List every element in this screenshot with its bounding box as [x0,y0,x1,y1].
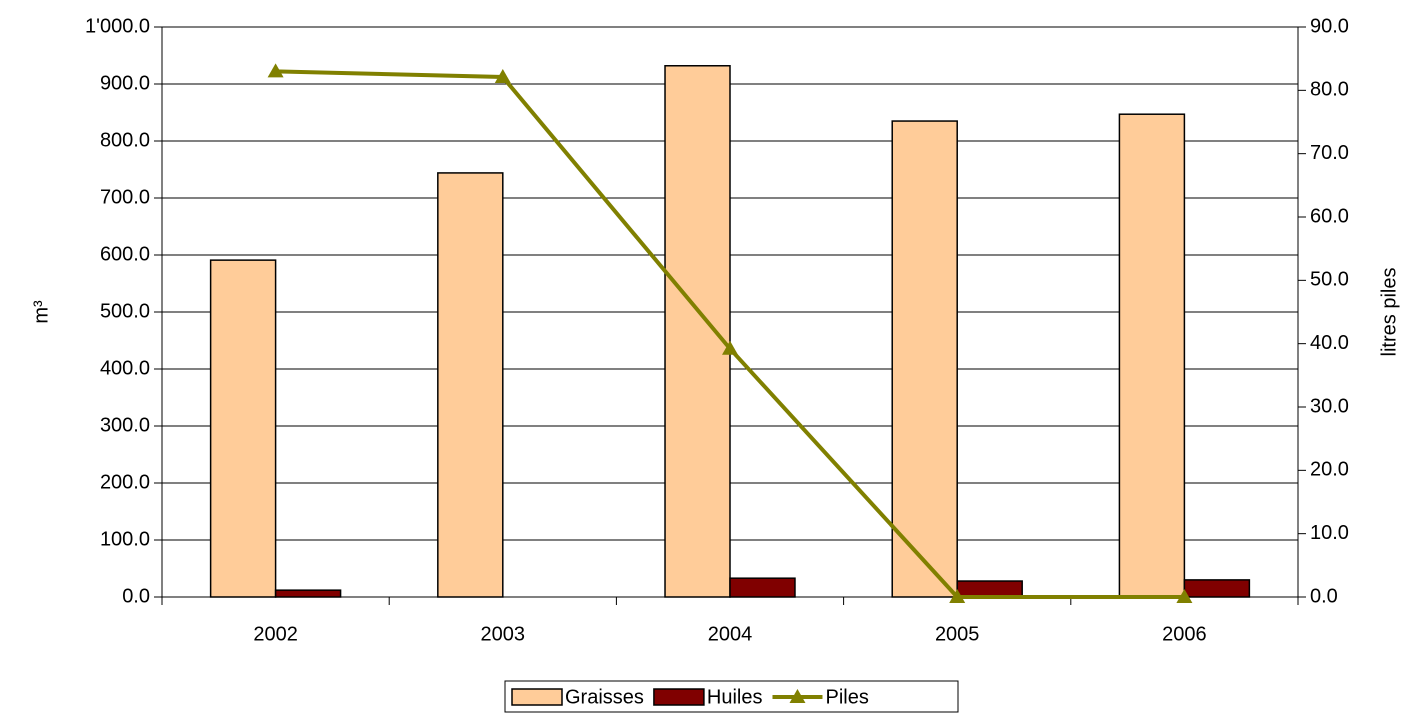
legend-label: Graisses [565,686,644,708]
y2-tick-label: 10.0 [1310,522,1349,544]
bar [1118,113,1186,598]
bar [956,580,1023,598]
y-tick-label: 600.0 [100,243,150,265]
y-tick-label: 0.0 [122,585,150,607]
y-tick-label: 200.0 [100,471,150,493]
x-tick-label: 2006 [1162,623,1207,645]
legend-label: Piles [825,686,868,708]
x-tick-label: 2002 [253,623,298,645]
bar [664,65,731,598]
y2-axis-label: litres piles [1378,268,1400,357]
bar [729,577,796,598]
y2-tick-label: 80.0 [1310,79,1349,101]
y2-tick-label: 20.0 [1310,459,1349,481]
legend-swatch [653,688,705,706]
x-tick-label: 2004 [708,623,753,645]
bar [274,589,342,598]
marker [722,340,738,355]
bar [891,120,958,598]
y2-tick-label: 30.0 [1310,395,1349,417]
marker [1176,589,1193,603]
y2-tick-label: 40.0 [1310,332,1349,354]
y-tick-label: 400.0 [100,357,150,379]
y-tick-label: 300.0 [100,414,150,436]
y2-tick-label: 60.0 [1310,205,1349,227]
marker [494,69,511,84]
y2-tick-label: 70.0 [1310,142,1349,164]
y2-tick-label: 0.0 [1310,585,1338,607]
y-tick-label: 700.0 [100,186,150,208]
legend-box [504,680,959,713]
x-tick-label: 2005 [935,623,980,645]
marker [267,63,284,78]
y2-tick-label: 50.0 [1310,269,1349,291]
y-tick-label: 500.0 [100,300,150,322]
legend-marker [789,689,806,703]
bar [1183,579,1251,598]
marker [949,589,966,603]
x-tick-label: 2003 [481,623,526,645]
y-tick-label: 900.0 [100,72,150,94]
y-axis-label: m³ [30,300,52,324]
y-tick-label: 1'000.0 [85,15,150,37]
bar [437,172,504,598]
legend-label: Huiles [707,686,763,708]
y-tick-label: 100.0 [100,528,150,550]
y2-tick-label: 90.0 [1310,15,1349,37]
y-tick-label: 800.0 [100,129,150,151]
legend-swatch [511,688,563,706]
bar [209,259,277,598]
